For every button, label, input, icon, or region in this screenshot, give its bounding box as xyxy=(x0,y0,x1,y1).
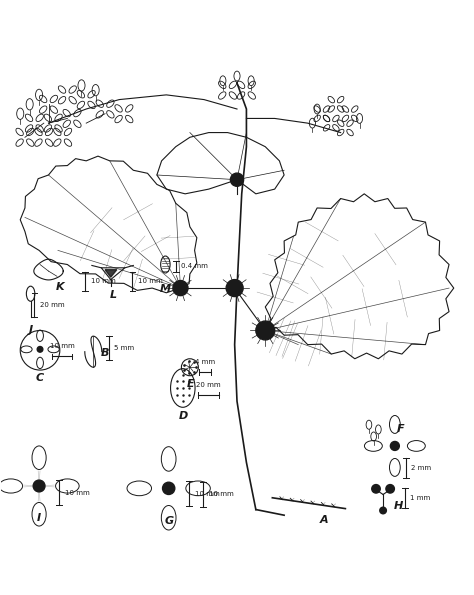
Text: 10 mm: 10 mm xyxy=(138,278,163,284)
Text: 0.4 mm: 0.4 mm xyxy=(182,263,208,269)
Text: K: K xyxy=(56,282,64,292)
Circle shape xyxy=(391,441,399,450)
Text: 20 mm: 20 mm xyxy=(196,382,221,388)
Circle shape xyxy=(380,507,386,514)
Text: J: J xyxy=(28,325,33,335)
Circle shape xyxy=(230,173,244,186)
Text: 20 mm: 20 mm xyxy=(40,302,64,308)
Circle shape xyxy=(226,280,243,296)
Text: M: M xyxy=(160,284,171,295)
Text: C: C xyxy=(36,373,44,383)
Text: H: H xyxy=(393,501,403,511)
Text: E: E xyxy=(187,378,194,389)
Circle shape xyxy=(33,480,45,492)
Circle shape xyxy=(163,482,175,494)
Text: B: B xyxy=(100,347,109,358)
Text: 10 mm: 10 mm xyxy=(195,490,219,497)
Text: A: A xyxy=(320,515,328,525)
Text: 10 mm: 10 mm xyxy=(91,278,116,284)
Text: F: F xyxy=(397,424,405,434)
Text: 2 mm: 2 mm xyxy=(411,465,431,471)
Circle shape xyxy=(372,484,380,493)
Text: 5 mm: 5 mm xyxy=(115,345,135,351)
Circle shape xyxy=(256,321,275,340)
Text: 1 mm: 1 mm xyxy=(410,495,431,501)
Text: G: G xyxy=(164,516,173,525)
Circle shape xyxy=(173,280,188,296)
Text: 10 mm: 10 mm xyxy=(64,490,89,496)
Text: D: D xyxy=(179,411,188,421)
Text: I: I xyxy=(37,513,41,523)
Text: L: L xyxy=(109,290,117,300)
Text: 10 mm: 10 mm xyxy=(209,491,234,497)
Text: 4 mm: 4 mm xyxy=(195,359,215,365)
Circle shape xyxy=(37,346,43,352)
Polygon shape xyxy=(105,270,117,277)
Circle shape xyxy=(386,484,394,493)
Text: 10 mm: 10 mm xyxy=(50,343,74,349)
